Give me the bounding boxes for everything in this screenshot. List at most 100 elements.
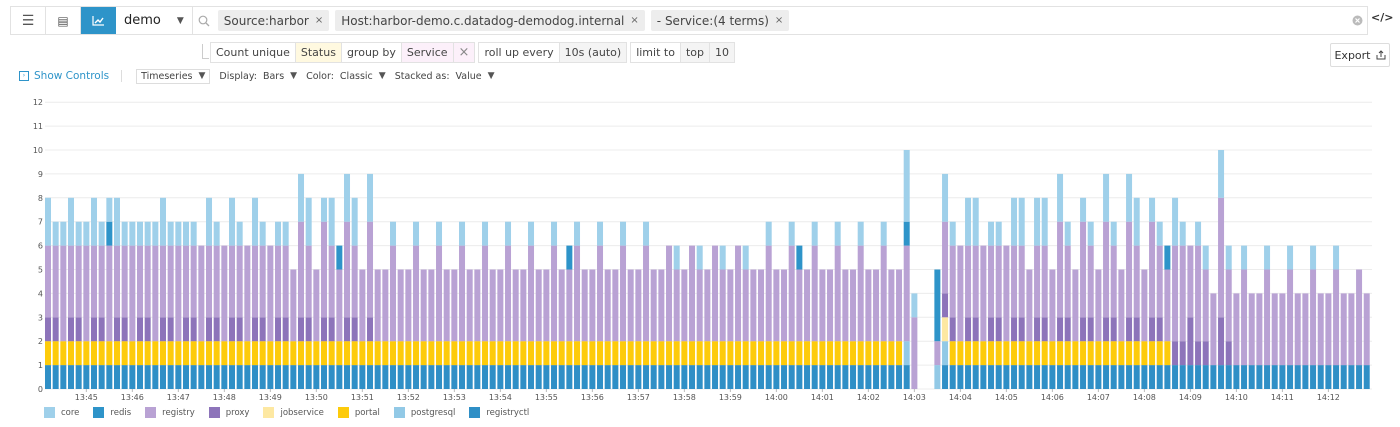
bar-segment-registryctl[interactable] xyxy=(1340,365,1347,389)
bar-segment-proxy[interactable] xyxy=(1011,317,1018,342)
bar-segment-core[interactable] xyxy=(45,197,51,246)
bar-segment-proxy[interactable] xyxy=(344,317,351,342)
legend-item-postgresql[interactable]: postgresql xyxy=(393,407,455,418)
bar-segment-registry[interactable] xyxy=(857,245,864,342)
bar-segment-registry[interactable] xyxy=(865,269,872,342)
bar-segment-redis[interactable] xyxy=(796,245,803,270)
bar-segment-registry[interactable] xyxy=(704,269,711,342)
bar-segment-registry[interactable] xyxy=(949,245,956,318)
bar-segment-registryctl[interactable] xyxy=(313,365,320,389)
bar-segment-proxy[interactable] xyxy=(1041,317,1048,342)
bar-segment-core[interactable] xyxy=(160,197,166,246)
remove-icon[interactable]: × xyxy=(774,15,784,26)
bar-segment-registryctl[interactable] xyxy=(834,365,841,389)
color-select[interactable]: Classic ▼ xyxy=(340,71,386,82)
bar-segment-core[interactable] xyxy=(98,221,105,246)
bar-segment-registry[interactable] xyxy=(1057,221,1064,318)
bar-segment-registryctl[interactable] xyxy=(175,365,182,389)
bar-segment-registry[interactable] xyxy=(206,245,213,318)
bar-segment-registry[interactable] xyxy=(167,245,174,318)
bar-segment-registryctl[interactable] xyxy=(1103,365,1110,389)
bar-segment-redis[interactable] xyxy=(106,221,113,246)
bar-segment-registryctl[interactable] xyxy=(428,365,435,389)
bar-segment-registryctl[interactable] xyxy=(673,365,680,389)
bar-segment-registry[interactable] xyxy=(1026,269,1033,342)
legend-item-redis[interactable]: redis xyxy=(93,407,131,418)
bar-segment-registryctl[interactable] xyxy=(252,365,259,389)
bar-segment-core[interactable] xyxy=(880,221,887,246)
bar-segment-registryctl[interactable] xyxy=(321,365,328,389)
bar-segment-registry[interactable] xyxy=(1118,269,1125,342)
bar-segment-registryctl[interactable] xyxy=(298,365,305,389)
bar-segment-core[interactable] xyxy=(857,221,864,246)
bar-segment-registry[interactable] xyxy=(1340,293,1347,366)
bar-segment-registry[interactable] xyxy=(620,245,627,342)
bar-segment-registryctl[interactable] xyxy=(1348,365,1355,389)
bar-segment-core[interactable] xyxy=(137,221,143,246)
bar-segment-core[interactable] xyxy=(213,221,220,246)
bar-segment-registry[interactable] xyxy=(1187,245,1194,318)
bar-segment-portal[interactable] xyxy=(60,341,67,366)
bar-segment-portal[interactable] xyxy=(252,341,259,366)
bar-segment-core[interactable] xyxy=(60,221,67,246)
field-select[interactable]: Status xyxy=(294,42,342,63)
bar-segment-registry[interactable] xyxy=(750,269,757,342)
bar-segment-proxy[interactable] xyxy=(1110,317,1117,342)
bar-segment-portal[interactable] xyxy=(52,341,59,366)
bar-segment-proxy[interactable] xyxy=(1080,317,1087,342)
bar-segment-registry[interactable] xyxy=(282,245,289,318)
bar-segment-portal[interactable] xyxy=(566,341,573,366)
bar-segment-proxy[interactable] xyxy=(45,317,51,342)
bar-segment-registry[interactable] xyxy=(1218,197,1225,318)
bar-segment-registry[interactable] xyxy=(995,245,1002,318)
bar-segment-registryctl[interactable] xyxy=(735,365,742,389)
bar-segment-registry[interactable] xyxy=(1110,245,1117,318)
bar-segment-portal[interactable] xyxy=(505,341,512,366)
bar-segment-proxy[interactable] xyxy=(259,317,266,342)
bar-segment-registry[interactable] xyxy=(451,269,458,342)
bar-segment-proxy[interactable] xyxy=(1064,317,1071,342)
bar-segment-registry[interactable] xyxy=(1126,221,1133,318)
bar-segment-registryctl[interactable] xyxy=(750,365,757,389)
bar-segment-registryctl[interactable] xyxy=(758,365,765,389)
bar-segment-registryctl[interactable] xyxy=(282,365,289,389)
bar-segment-registry[interactable] xyxy=(236,245,243,318)
limit-value-input[interactable]: 10 xyxy=(708,42,735,63)
bar-segment-registry[interactable] xyxy=(290,269,297,342)
bar-segment-portal[interactable] xyxy=(742,341,749,366)
bar-segment-core[interactable] xyxy=(344,173,351,222)
bar-segment-portal[interactable] xyxy=(91,341,97,366)
bar-segment-core[interactable] xyxy=(528,221,535,246)
bar-segment-proxy[interactable] xyxy=(1057,317,1064,342)
bar-segment-registry[interactable] xyxy=(367,221,374,318)
bar-segment-registryctl[interactable] xyxy=(236,365,243,389)
bar-segment-registry[interactable] xyxy=(1195,245,1202,342)
bar-segment-portal[interactable] xyxy=(106,341,113,366)
bar-segment-registryctl[interactable] xyxy=(1018,365,1025,389)
stacked-select[interactable]: Value ▼ xyxy=(456,71,495,82)
bar-segment-registryctl[interactable] xyxy=(1310,365,1317,389)
bar-segment-registry[interactable] xyxy=(765,245,772,342)
bar-segment-portal[interactable] xyxy=(137,341,143,366)
bar-segment-registryctl[interactable] xyxy=(696,365,703,389)
bar-segment-registry[interactable] xyxy=(535,269,542,342)
bar-segment-core[interactable] xyxy=(1149,197,1156,222)
bar-segment-registry[interactable] xyxy=(267,245,274,342)
bar-segment-registry[interactable] xyxy=(1003,245,1010,342)
bar-segment-proxy[interactable] xyxy=(1218,317,1225,366)
bar-segment-proxy[interactable] xyxy=(91,317,97,342)
remove-group-icon[interactable]: × xyxy=(452,42,476,63)
bar-segment-registryctl[interactable] xyxy=(229,365,236,389)
bar-segment-registryctl[interactable] xyxy=(949,365,956,389)
bar-segment-portal[interactable] xyxy=(428,341,435,366)
bar-segment-registry[interactable] xyxy=(1333,269,1340,366)
bar-segment-portal[interactable] xyxy=(512,341,519,366)
bar-segment-portal[interactable] xyxy=(627,341,634,366)
bar-segment-portal[interactable] xyxy=(758,341,765,366)
bar-segment-core[interactable] xyxy=(91,197,97,246)
bar-segment-portal[interactable] xyxy=(604,341,611,366)
bar-segment-core[interactable] xyxy=(1241,245,1248,270)
bar-segment-registryctl[interactable] xyxy=(497,365,504,389)
bar-segment-registry[interactable] xyxy=(1087,245,1094,318)
